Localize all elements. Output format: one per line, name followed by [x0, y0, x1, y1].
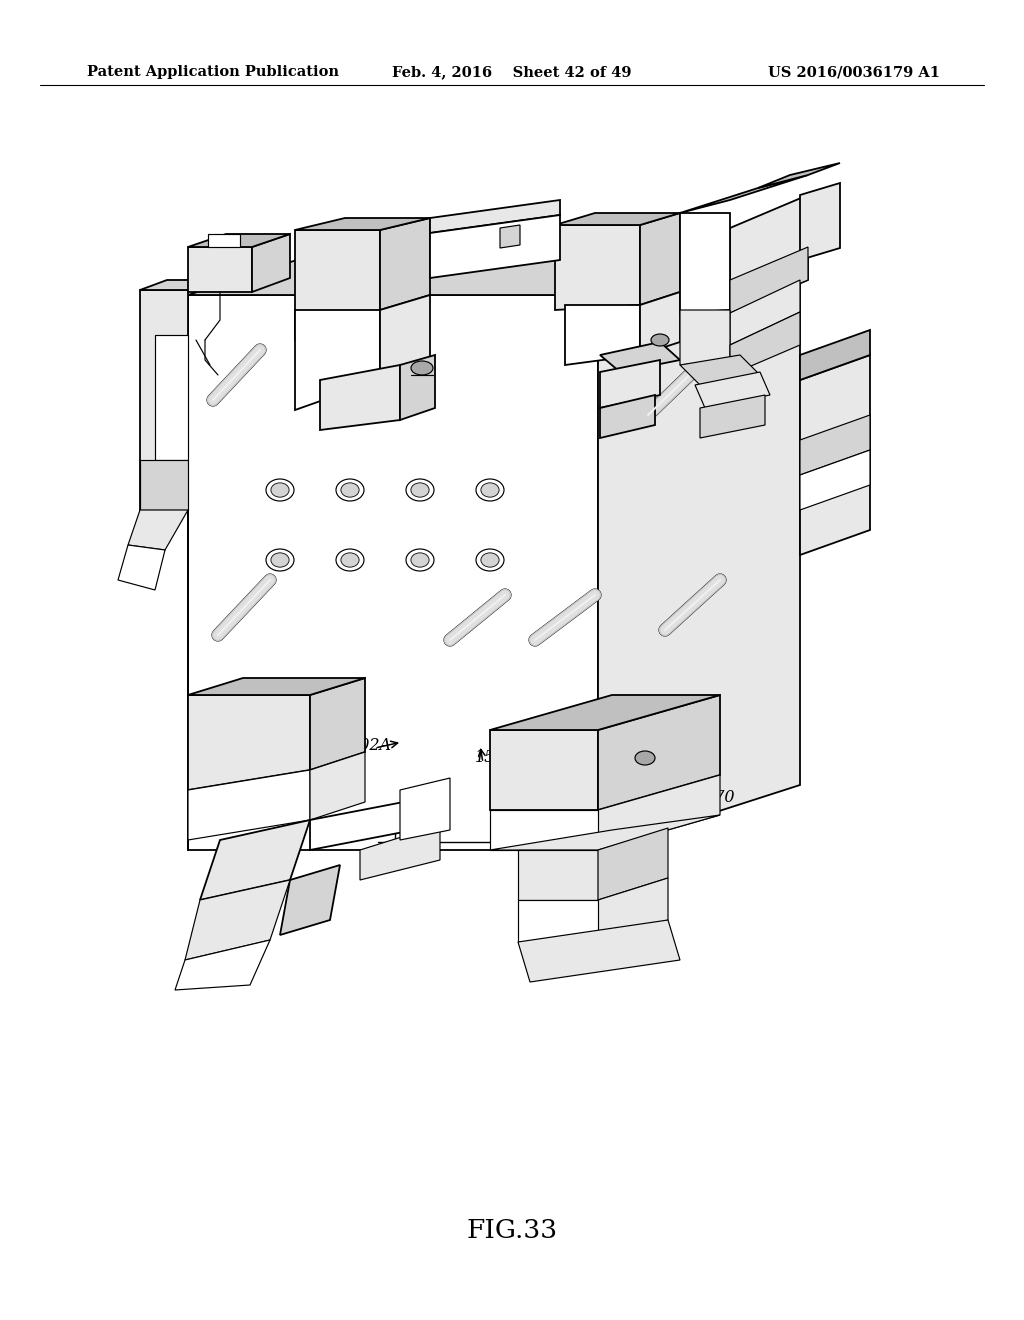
Polygon shape: [800, 414, 870, 475]
Polygon shape: [188, 230, 800, 294]
Polygon shape: [400, 777, 450, 840]
Polygon shape: [730, 280, 800, 345]
Ellipse shape: [406, 479, 434, 502]
Polygon shape: [730, 195, 808, 313]
Polygon shape: [600, 342, 680, 372]
Polygon shape: [680, 176, 808, 213]
Polygon shape: [295, 218, 430, 230]
Polygon shape: [695, 372, 770, 408]
Polygon shape: [490, 814, 720, 850]
Polygon shape: [518, 920, 680, 982]
Polygon shape: [188, 770, 310, 840]
Polygon shape: [252, 234, 290, 292]
Polygon shape: [175, 940, 270, 990]
Polygon shape: [380, 294, 430, 380]
Polygon shape: [640, 213, 680, 305]
Polygon shape: [730, 312, 800, 375]
Text: 1502B: 1502B: [378, 842, 430, 859]
Polygon shape: [295, 230, 380, 341]
Ellipse shape: [476, 479, 504, 502]
Polygon shape: [598, 696, 720, 810]
Polygon shape: [140, 459, 188, 510]
Polygon shape: [640, 292, 680, 355]
Polygon shape: [800, 450, 870, 510]
Polygon shape: [500, 224, 520, 248]
Ellipse shape: [635, 751, 655, 766]
Text: 1500: 1500: [475, 750, 515, 767]
Polygon shape: [140, 290, 188, 510]
Polygon shape: [295, 310, 380, 411]
Polygon shape: [200, 820, 310, 900]
Polygon shape: [188, 234, 290, 247]
Polygon shape: [565, 305, 640, 366]
Ellipse shape: [266, 549, 294, 572]
Polygon shape: [400, 355, 435, 420]
Polygon shape: [310, 752, 365, 820]
Polygon shape: [598, 878, 668, 942]
Ellipse shape: [271, 483, 289, 498]
Polygon shape: [128, 510, 188, 550]
Polygon shape: [680, 213, 730, 313]
Text: FIG.33: FIG.33: [467, 1217, 557, 1242]
Polygon shape: [188, 247, 252, 292]
Polygon shape: [280, 865, 340, 935]
Ellipse shape: [341, 553, 359, 568]
Polygon shape: [430, 215, 560, 279]
Polygon shape: [490, 696, 720, 730]
Text: Patent Application Publication: Patent Application Publication: [87, 65, 339, 79]
Polygon shape: [188, 696, 310, 789]
Polygon shape: [319, 366, 400, 430]
Text: US 2016/0036179 A1: US 2016/0036179 A1: [768, 65, 940, 79]
Polygon shape: [188, 294, 598, 850]
Polygon shape: [680, 310, 730, 366]
Polygon shape: [800, 355, 870, 554]
Polygon shape: [598, 775, 720, 850]
Polygon shape: [380, 218, 430, 310]
Polygon shape: [518, 900, 598, 942]
Polygon shape: [555, 224, 640, 310]
Ellipse shape: [651, 334, 669, 346]
Polygon shape: [208, 234, 240, 247]
Polygon shape: [118, 545, 165, 590]
Polygon shape: [598, 828, 668, 900]
Ellipse shape: [476, 549, 504, 572]
Polygon shape: [155, 335, 188, 459]
Ellipse shape: [481, 553, 499, 568]
Polygon shape: [600, 360, 660, 408]
Polygon shape: [518, 850, 598, 900]
Polygon shape: [140, 280, 215, 290]
Polygon shape: [310, 678, 365, 770]
Polygon shape: [490, 730, 598, 810]
Polygon shape: [310, 795, 440, 850]
Polygon shape: [490, 810, 598, 850]
Ellipse shape: [411, 483, 429, 498]
Text: Feb. 4, 2016    Sheet 42 of 49: Feb. 4, 2016 Sheet 42 of 49: [392, 65, 632, 79]
Polygon shape: [700, 395, 765, 438]
Ellipse shape: [411, 553, 429, 568]
Ellipse shape: [406, 549, 434, 572]
Text: 1370: 1370: [695, 789, 735, 807]
Polygon shape: [600, 395, 655, 438]
Polygon shape: [730, 247, 808, 313]
Polygon shape: [430, 201, 560, 234]
Polygon shape: [360, 825, 440, 880]
Text: 1502A: 1502A: [340, 738, 392, 755]
Polygon shape: [188, 678, 365, 696]
Ellipse shape: [481, 483, 499, 498]
Polygon shape: [555, 213, 680, 224]
Ellipse shape: [271, 553, 289, 568]
Ellipse shape: [266, 479, 294, 502]
Polygon shape: [758, 162, 840, 187]
Polygon shape: [185, 880, 290, 960]
Polygon shape: [598, 230, 800, 850]
Ellipse shape: [336, 549, 364, 572]
Ellipse shape: [411, 360, 433, 375]
Ellipse shape: [341, 483, 359, 498]
Polygon shape: [680, 355, 760, 385]
Polygon shape: [800, 330, 870, 380]
Polygon shape: [800, 183, 840, 260]
Ellipse shape: [336, 479, 364, 502]
